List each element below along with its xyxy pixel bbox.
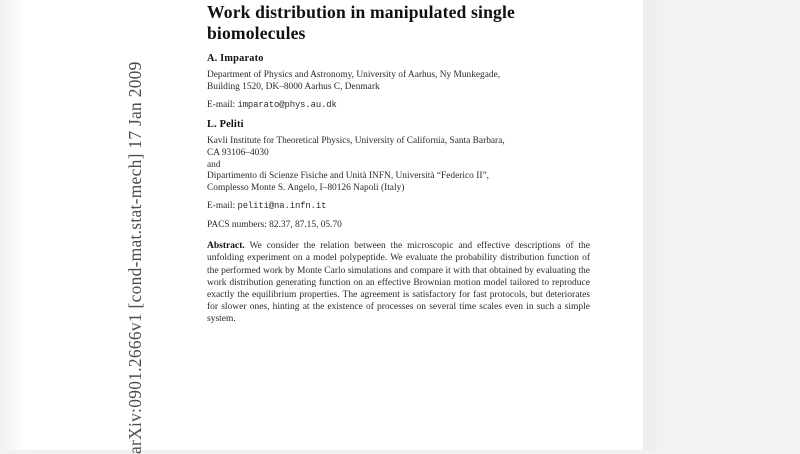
affiliation-line: Complesso Monte S. Angelo, I–80126 Napol… [207,182,405,193]
abstract-label: Abstract. [207,241,245,252]
author-name: A. Imparato [207,53,264,65]
author-email: E-mail: imparato@phys.au.dk [207,100,619,110]
arxiv-stamp: arXiv:0901.2666v1 [cond-mat.stat-mech] 1… [125,61,145,454]
spacer [207,43,619,53]
spacer [207,194,619,201]
email-address[interactable]: imparato@phys.au.dk [237,100,337,111]
author-block-imparato: A. Imparato Department of Physics and As… [207,53,619,110]
email-address[interactable]: peliti@na.infn.it [237,201,327,212]
author-email: E-mail: peliti@na.infn.it [207,201,619,211]
affiliation-line: Department of Physics and Astronomy, Uni… [207,70,501,81]
abstract: Abstract. We consider the relation betwe… [207,240,590,325]
affiliation-line: CA 93106–4030 [207,147,269,158]
affiliation-line: and [207,159,221,170]
paper-content: Work distribution in manipulated single … [207,0,619,325]
author-name: L. Peliti [207,119,244,131]
spacer [207,93,619,100]
page-edge-shadow [643,0,665,450]
spacer [207,211,619,220]
abstract-body: We consider the relation between the mic… [207,241,590,324]
spacer [207,110,619,119]
email-label: E-mail: [207,100,236,111]
page-title: Work distribution in manipulated single … [207,2,515,43]
author-block-peliti: L. Peliti Kavli Institute for Theoretica… [207,119,619,211]
affiliation-line: Building 1520, DK–8000 Aarhus C, Denmark [207,81,380,92]
author-affiliation: Department of Physics and Astronomy, Uni… [207,70,565,93]
affiliation-line: Kavli Institute for Theoretical Physics,… [207,136,505,147]
spacer [207,230,619,240]
author-affiliation: Kavli Institute for Theoretical Physics,… [207,136,565,194]
affiliation-line: Dipartimento di Scienze Fisiche and Unit… [207,171,489,182]
pacs-numbers: PACS numbers: 82.37, 87.15, 05.70 [207,220,342,231]
email-label: E-mail: [207,201,236,212]
paper-page: arXiv:0901.2666v1 [cond-mat.stat-mech] 1… [0,0,643,454]
